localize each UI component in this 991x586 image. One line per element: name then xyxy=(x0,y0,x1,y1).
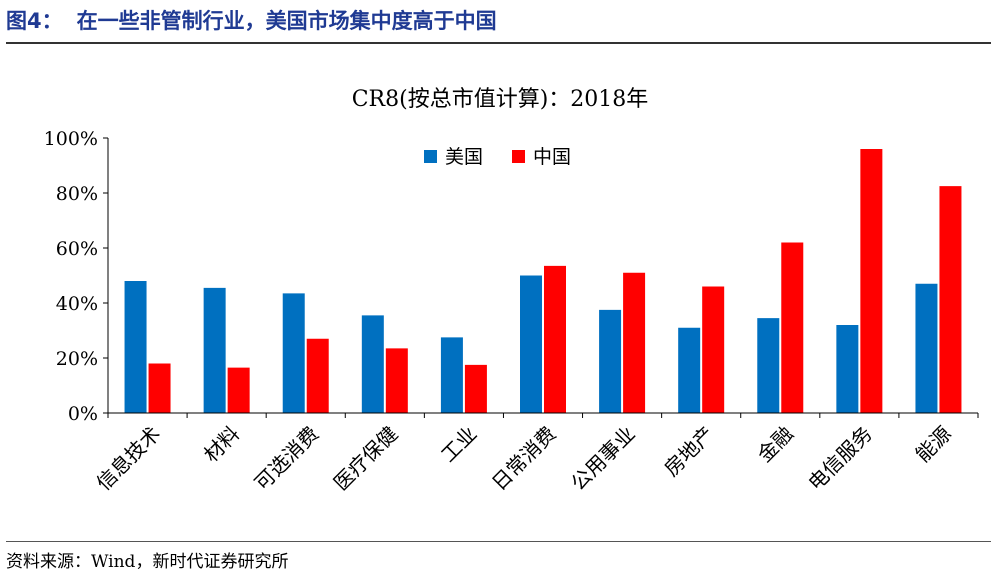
x-category-label: 能源 xyxy=(911,422,956,467)
x-category-label: 金融 xyxy=(753,422,798,467)
bar-cn-0 xyxy=(148,363,171,413)
bar-cn-2 xyxy=(306,338,329,413)
bar-cn-3 xyxy=(385,348,408,413)
bar-cn-9 xyxy=(860,149,883,413)
bar-cn-8 xyxy=(781,242,804,413)
x-category-label: 日常消费 xyxy=(487,422,561,496)
chart-title: CR8(按总市值计算)：2018年 xyxy=(352,87,649,112)
y-tick-label: 80% xyxy=(56,183,98,205)
bar-us-9 xyxy=(836,325,859,413)
bar-cn-1 xyxy=(227,367,250,413)
x-category-label: 材料 xyxy=(199,422,244,467)
bars xyxy=(124,149,962,413)
legend: 美国 中国 xyxy=(424,146,571,168)
y-tick-label: 100% xyxy=(44,128,98,150)
x-category-label: 可选消费 xyxy=(250,422,324,496)
top-rule xyxy=(6,42,991,44)
bar-us-7 xyxy=(678,327,701,413)
x-category-label: 信息技术 xyxy=(92,422,166,496)
y-tick-label: 0% xyxy=(68,403,98,425)
bar-cn-10 xyxy=(939,186,962,413)
figure-title: 图4： 在一些非管制行业，美国市场集中度高于中国 xyxy=(6,4,497,38)
x-category-label: 医疗保健 xyxy=(329,422,403,496)
y-axis: 0% 20% 40% 60% 80% 100% xyxy=(44,128,109,425)
bar-us-8 xyxy=(757,318,780,413)
x-category-label: 电信服务 xyxy=(803,422,877,496)
bar-chart: CR8(按总市值计算)：2018年 美国 中国 0% 20% 40% 60% 80% 100… xyxy=(44,87,979,496)
bar-us-6 xyxy=(599,309,622,413)
x-category-label: 工业 xyxy=(436,422,481,467)
bar-cn-5 xyxy=(544,265,566,413)
bar-us-2 xyxy=(282,293,305,413)
legend-swatch xyxy=(512,150,525,163)
bar-cn-7 xyxy=(702,286,725,413)
y-tick-label: 60% xyxy=(56,238,98,260)
y-tick-label: 20% xyxy=(56,348,98,370)
bar-us-3 xyxy=(361,315,384,413)
bar-us-5 xyxy=(520,275,542,413)
source-note: 资料来源：Wind，新时代证券研究所 xyxy=(6,552,289,572)
x-category-label: 房地产 xyxy=(659,422,718,481)
bar-us-1 xyxy=(203,287,226,413)
bar-cn-4 xyxy=(464,364,487,413)
figure-title-text: 在一些非管制行业，美国市场集中度高于中国 xyxy=(76,9,497,33)
bar-us-0 xyxy=(124,281,147,413)
y-tick-label: 40% xyxy=(56,293,98,315)
bar-us-4 xyxy=(440,337,463,413)
legend-label: 美国 xyxy=(445,146,483,168)
figure-label: 图4： xyxy=(6,9,63,33)
bar-us-10 xyxy=(915,283,938,413)
x-category-label: 公用事业 xyxy=(566,422,640,496)
legend-swatch xyxy=(424,150,437,163)
legend-label: 中国 xyxy=(533,146,571,168)
bar-cn-6 xyxy=(623,272,646,413)
bottom-rule xyxy=(6,541,991,542)
x-axis: 信息技术 材料 可选消费 医疗保健 工业 日常消费 公用事业 房地产 金融 电信服务 能源 xyxy=(92,412,979,496)
